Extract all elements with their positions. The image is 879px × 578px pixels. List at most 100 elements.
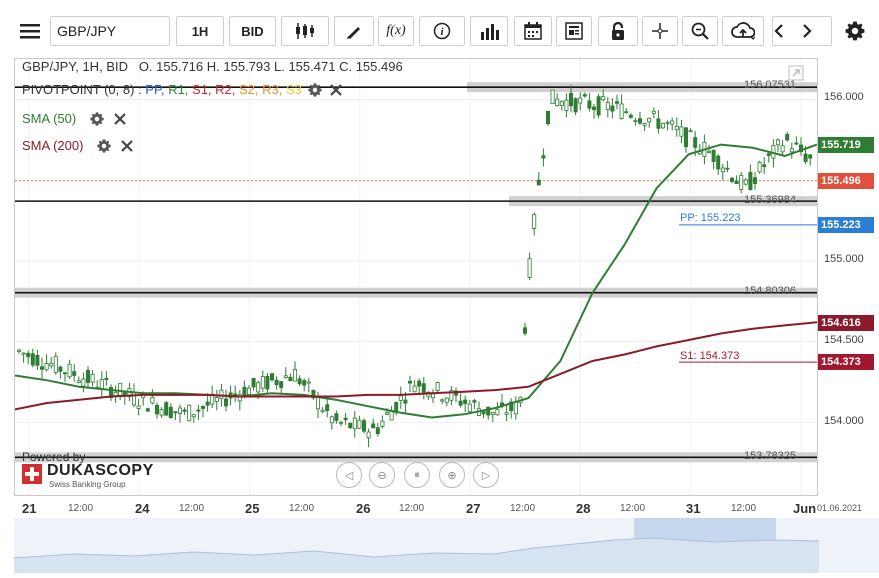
price-tick: 156.000 bbox=[824, 91, 864, 103]
hour-label: 12:00 bbox=[289, 503, 315, 514]
back-arrow-icon[interactable] bbox=[774, 23, 802, 39]
sma200-close-icon[interactable] bbox=[121, 139, 134, 152]
pivot-indicator-row[interactable]: PIVOTPOINT (0, 8) : PP, R1, S1, R2, S2, … bbox=[22, 82, 342, 97]
candle bbox=[633, 117, 638, 126]
price-axis[interactable]: 156.000 155.000 154.500 154.000 bbox=[818, 58, 879, 496]
sma50-settings-gear-icon[interactable] bbox=[90, 111, 104, 126]
sma200-settings-gear-icon[interactable] bbox=[97, 138, 112, 153]
chart-area[interactable] bbox=[14, 58, 818, 496]
candle bbox=[559, 100, 564, 111]
candle bbox=[210, 385, 215, 409]
candle bbox=[196, 404, 201, 421]
candle bbox=[522, 322, 527, 336]
sma200-series-line bbox=[15, 321, 817, 411]
candle bbox=[615, 94, 620, 110]
draw-pencil-icon[interactable] bbox=[334, 16, 374, 46]
zoom-out-icon[interactable]: ⊖ bbox=[369, 462, 395, 488]
candle bbox=[661, 122, 666, 130]
calendar-icon[interactable] bbox=[514, 16, 552, 46]
candle bbox=[269, 372, 274, 382]
candle bbox=[283, 367, 288, 379]
function-button[interactable]: f(x) bbox=[378, 16, 414, 46]
sma50-close-icon[interactable] bbox=[114, 112, 126, 125]
candle bbox=[688, 128, 693, 133]
candle bbox=[164, 400, 169, 416]
candle bbox=[412, 380, 417, 393]
symbol-selector[interactable]: GBP/JPY bbox=[50, 16, 170, 46]
candle bbox=[35, 349, 40, 371]
pp-level-label: PP: 155.223 bbox=[680, 212, 741, 224]
scroll-right-icon[interactable]: ▷ bbox=[473, 462, 499, 488]
candle bbox=[550, 89, 555, 105]
candle bbox=[81, 372, 86, 393]
candle bbox=[311, 389, 316, 400]
candle bbox=[495, 402, 500, 416]
day-label: 24 bbox=[135, 501, 150, 516]
reset-view-icon[interactable]: ⏸ bbox=[404, 462, 430, 488]
candle bbox=[343, 413, 348, 425]
candle bbox=[587, 93, 592, 112]
candle bbox=[417, 378, 422, 396]
candle bbox=[513, 396, 518, 420]
sma50-indicator-row[interactable]: SMA (50) bbox=[22, 111, 126, 126]
price-type-button[interactable]: BID bbox=[229, 16, 276, 46]
brand-name: DUKASCOPY bbox=[47, 462, 154, 479]
candle bbox=[306, 378, 311, 393]
candle bbox=[329, 415, 334, 430]
time-axis[interactable]: 21 12:00 24 12:00 25 12:00 26 12:00 27 1… bbox=[14, 496, 879, 518]
candle bbox=[380, 415, 385, 429]
symbol-label: GBP/JPY bbox=[57, 23, 117, 39]
candle bbox=[145, 407, 150, 412]
info-icon: i bbox=[433, 22, 451, 40]
scroll-left-icon[interactable]: ◁ bbox=[336, 462, 362, 488]
candle bbox=[30, 348, 35, 368]
svg-text:i: i bbox=[440, 26, 444, 38]
candle bbox=[716, 154, 721, 175]
candlestick-type-icon[interactable] bbox=[281, 16, 329, 46]
candle bbox=[109, 384, 114, 402]
candle bbox=[592, 103, 597, 119]
info-button[interactable]: i bbox=[419, 16, 465, 46]
candle bbox=[150, 389, 155, 405]
s1-level-label: S1: 154.373 bbox=[680, 350, 740, 362]
candle bbox=[780, 140, 785, 156]
navigator-overview[interactable] bbox=[13, 518, 879, 573]
bar-chart-icon[interactable] bbox=[470, 16, 508, 46]
candle bbox=[187, 404, 192, 422]
candle bbox=[104, 371, 109, 386]
candle bbox=[159, 407, 164, 419]
zoom-in-icon[interactable]: ⊕ bbox=[439, 462, 465, 488]
candle bbox=[76, 376, 81, 384]
timeframe-button[interactable]: 1H bbox=[176, 16, 224, 46]
hour-label: 12:00 bbox=[510, 503, 536, 514]
candle bbox=[610, 98, 615, 119]
menu-icon[interactable] bbox=[14, 16, 46, 46]
hour-label: 12:00 bbox=[731, 503, 757, 514]
candle bbox=[302, 378, 307, 392]
candle bbox=[200, 405, 205, 418]
candle bbox=[352, 410, 357, 438]
pivot-remove-close-icon[interactable] bbox=[330, 83, 342, 96]
lock-icon[interactable] bbox=[598, 16, 638, 46]
candle bbox=[288, 373, 293, 382]
pivot-settings-gear-icon[interactable] bbox=[308, 82, 322, 97]
candle bbox=[601, 89, 606, 102]
maximize-chart-icon[interactable] bbox=[788, 65, 804, 86]
candle bbox=[582, 92, 587, 98]
zoom-icon[interactable] bbox=[682, 16, 718, 46]
day-label: Jun bbox=[793, 501, 817, 516]
sma200-indicator-row[interactable]: SMA (200) bbox=[22, 138, 134, 153]
candle bbox=[371, 418, 376, 429]
pivot-level-label: R2, bbox=[215, 82, 239, 97]
pivot-level-label: PP, bbox=[145, 82, 169, 97]
pivot-levels: PP, R1, S1, R2, S2, R3, S3 bbox=[145, 82, 302, 97]
news-icon[interactable] bbox=[556, 16, 592, 46]
crosshair-icon[interactable] bbox=[642, 16, 678, 46]
candle bbox=[476, 401, 481, 417]
settings-gear-icon[interactable] bbox=[840, 16, 870, 46]
forward-arrow-icon[interactable] bbox=[802, 23, 830, 39]
level-label-1: 156.07531 bbox=[744, 79, 796, 91]
cloud-upload-icon[interactable] bbox=[722, 16, 764, 46]
candle bbox=[58, 365, 63, 379]
candle bbox=[297, 375, 302, 386]
